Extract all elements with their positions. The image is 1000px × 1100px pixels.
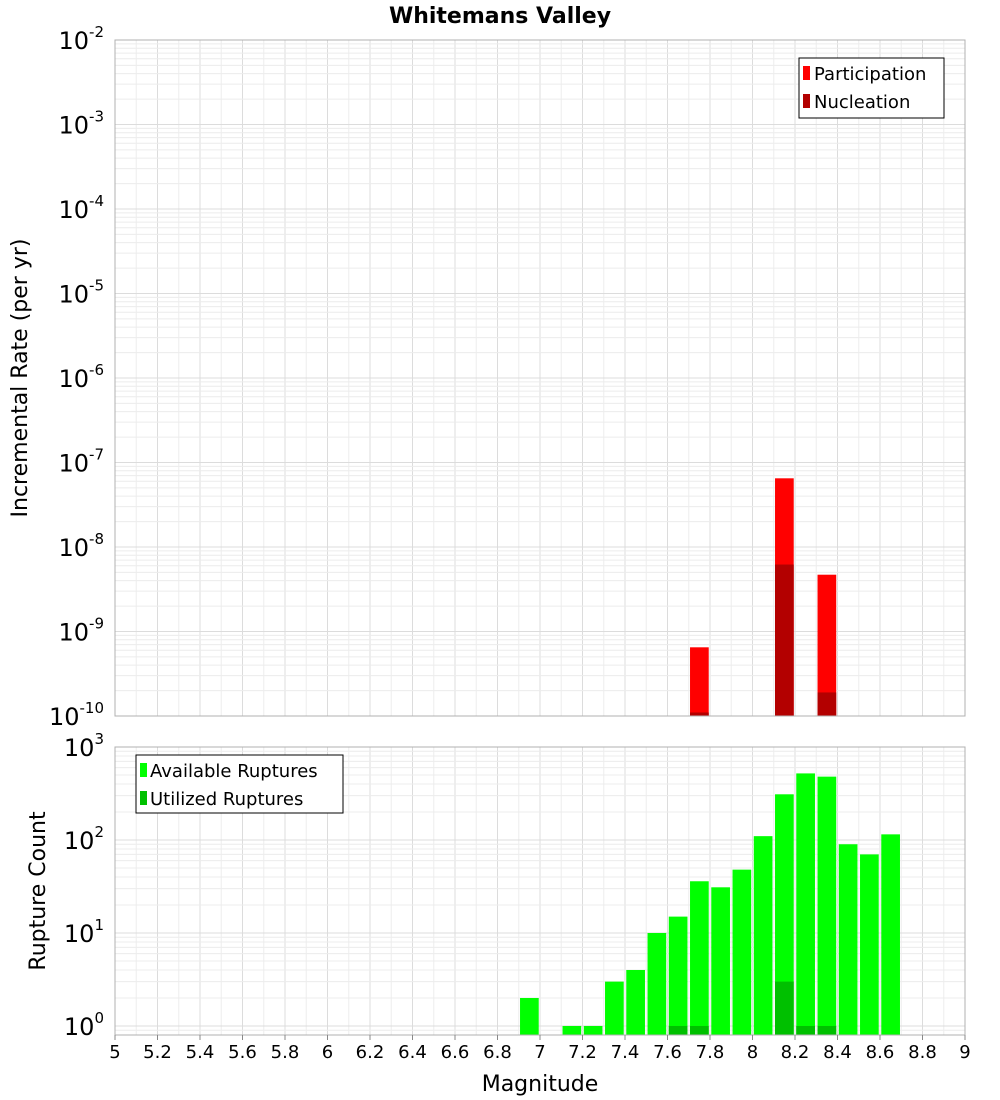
participation-legend-label: Participation (814, 64, 926, 85)
count-bar-series1 (605, 981, 624, 1035)
x-tick-label: 6.2 (356, 1042, 385, 1063)
x-tick-label: 7 (534, 1042, 545, 1063)
rate-bar-series2 (690, 712, 709, 716)
rate-y-tick-label: 10-10 (49, 699, 104, 731)
x-tick-label: 7.8 (696, 1042, 725, 1063)
x-tick-label: 5.6 (228, 1042, 257, 1063)
x-tick-label: 5 (109, 1042, 120, 1063)
nucleation-swatch (803, 94, 810, 108)
count-bar-series1 (881, 834, 900, 1035)
count-y-tick-label: 101 (64, 916, 104, 948)
rate-bar-series2 (817, 692, 837, 716)
available-legend-label: Available Ruptures (150, 761, 318, 782)
rate-bar-series2 (775, 564, 794, 716)
count-bar-series1 (775, 794, 794, 1035)
rate-legend-box (798, 57, 945, 119)
x-tick-label: 5.4 (186, 1042, 215, 1063)
x-ticks: 5 5.2 5.4 5.6 5.8 6 6.2 6.4 6.6 6.8 7 7.2 7.4 7.6 7.8 8… (109, 1035, 971, 1063)
x-tick-label: 8 (747, 1042, 758, 1063)
nucleation-legend-label: Nucleation (814, 92, 910, 113)
x-axis-label: Magnitude (482, 1072, 599, 1097)
count-bar-series1 (753, 836, 773, 1035)
rate-y-tick-label: 10-9 (58, 615, 104, 647)
count-legend: Available Ruptures Utilized Ruptures (135, 754, 344, 814)
count-y-tick-label: 103 (64, 730, 104, 762)
rate-y-tick-label: 10-6 (58, 361, 104, 393)
x-tick-label: 8.4 (823, 1042, 852, 1063)
x-tick-label: 7.2 (568, 1042, 597, 1063)
count-bar-series2 (775, 981, 794, 1035)
rate-grid (114, 39, 966, 717)
count-y-axis-label: Rupture Count (26, 811, 51, 971)
x-tick-label: 5.8 (271, 1042, 300, 1063)
rate-y-axis-label: Incremental Rate (per yr) (8, 239, 33, 518)
count-legend-box (135, 754, 344, 814)
available-swatch (140, 763, 147, 777)
rate-y-tick-label: 10-5 (58, 277, 104, 309)
rate-y-tick-label: 10-4 (58, 192, 104, 224)
rate-y-tick-label: 10-8 (58, 530, 104, 562)
x-tick-label: 6.6 (441, 1042, 470, 1063)
count-bars (520, 773, 900, 1035)
rate-y-ticks: 10-2 10-3 10-4 10-5 10-6 10-7 10-8 10-9 10-10 (49, 23, 104, 731)
count-bar-series2 (817, 1025, 837, 1035)
rate-bar-series1 (690, 647, 709, 716)
count-bar-series1 (796, 773, 815, 1035)
x-tick-label: 8.6 (866, 1042, 895, 1063)
utilized-swatch (140, 791, 147, 805)
count-bar-series1 (838, 844, 858, 1035)
count-bar-series1 (520, 997, 539, 1035)
x-tick-label: 6.8 (483, 1042, 512, 1063)
rate-panel: 10-2 10-3 10-4 10-5 10-6 10-7 10-8 10-9 10-10 In… (8, 23, 966, 731)
count-y-tick-label: 102 (64, 823, 104, 855)
rate-y-tick-label: 10-3 (58, 108, 104, 140)
x-tick-label: 8.8 (908, 1042, 937, 1063)
x-tick-label: 7.4 (611, 1042, 640, 1063)
x-tick-label: 6 (322, 1042, 333, 1063)
count-bar-series1 (583, 1025, 603, 1035)
count-bar-series2 (668, 1025, 688, 1035)
count-bar-series1 (668, 916, 688, 1035)
x-tick-label: 7.6 (653, 1042, 682, 1063)
count-bar-series1 (817, 776, 837, 1035)
count-y-tick-label: 100 (64, 1009, 104, 1041)
x-tick-label: 9 (959, 1042, 970, 1063)
count-bar-series1 (732, 869, 752, 1035)
count-bar-series1 (711, 887, 730, 1035)
x-tick-label: 8.2 (781, 1042, 810, 1063)
count-bar-series1 (562, 1025, 582, 1035)
rate-legend: Participation Nucleation (798, 57, 945, 119)
chart-title: Whitemans Valley (389, 4, 611, 29)
count-bar-series2 (690, 1025, 709, 1035)
rate-y-tick-label: 10-2 (58, 23, 104, 55)
count-bar-series1 (626, 969, 645, 1035)
rate-y-tick-label: 10-7 (58, 446, 104, 478)
participation-swatch (803, 66, 810, 80)
utilized-legend-label: Utilized Ruptures (150, 789, 303, 810)
rate-bar-series1 (817, 574, 837, 716)
count-bar-series1 (860, 854, 879, 1035)
x-tick-label: 5.2 (143, 1042, 172, 1063)
count-bar-series1 (690, 881, 709, 1035)
count-panel: 103 102 101 100 5 5.2 5.4 5.6 5.8 6 6.2 6.4 6.6 6.8 7… (26, 730, 971, 1097)
rate-plot-border (114, 39, 966, 717)
count-y-ticks: 103 102 101 100 (64, 730, 104, 1041)
x-tick-label: 6.4 (398, 1042, 427, 1063)
count-bar-series1 (647, 932, 667, 1035)
count-bar-series2 (796, 1025, 815, 1035)
rate-bars (690, 478, 837, 716)
